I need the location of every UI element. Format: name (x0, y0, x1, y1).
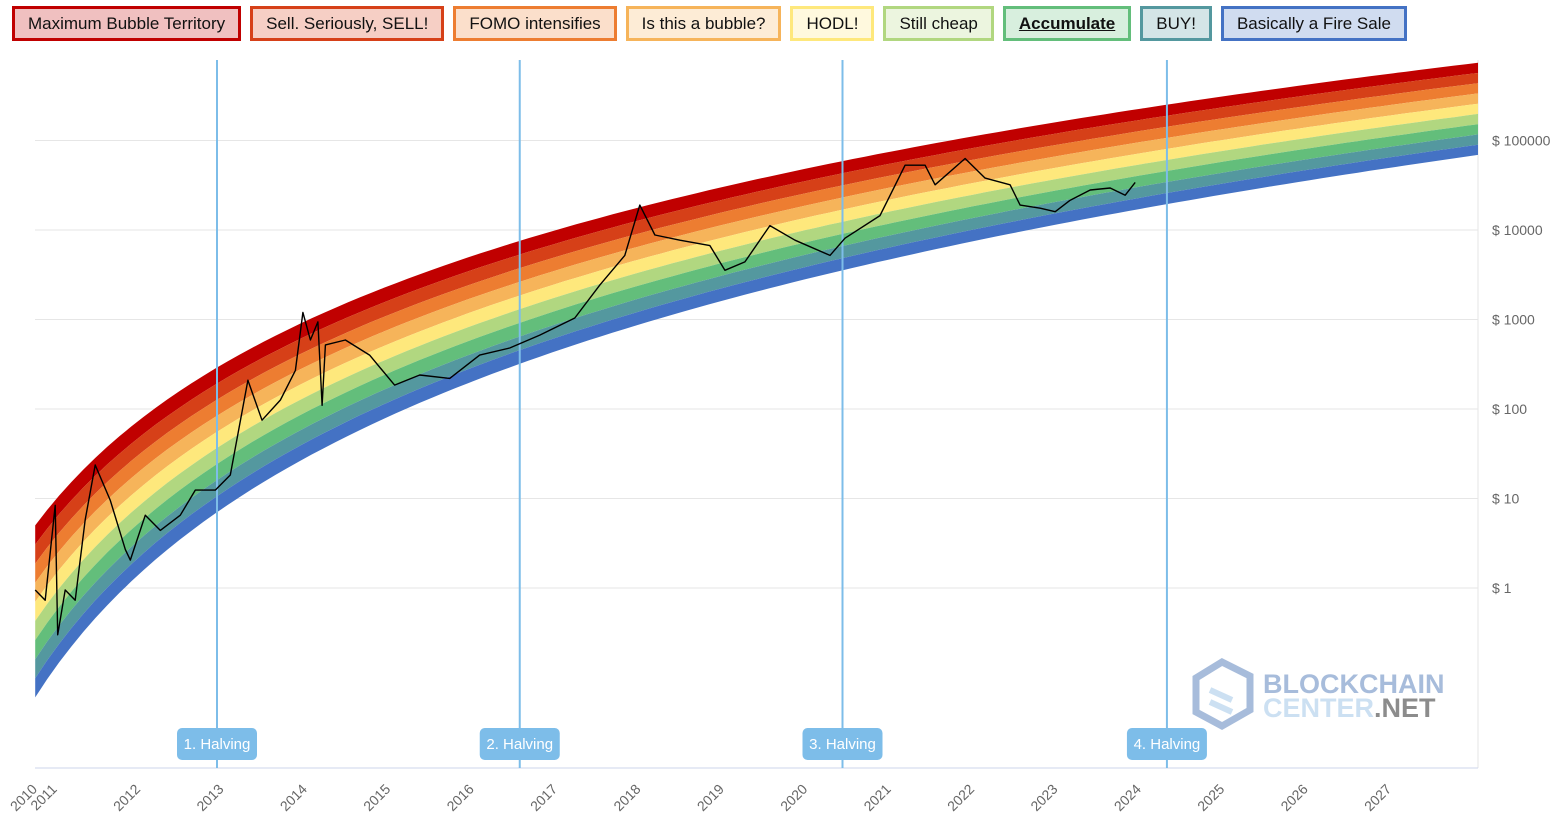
x-tick-label: 2026 (1277, 781, 1310, 814)
x-tick-label: 2024 (1111, 781, 1144, 814)
legend-item[interactable]: Sell. Seriously, SELL! (250, 6, 445, 41)
price-line (34, 157, 1136, 636)
x-tick-label: 2012 (110, 781, 143, 814)
y-tick-label: $ 1 (1492, 580, 1512, 596)
x-tick-label: 2018 (610, 781, 643, 814)
halving-label: 1. Halving (184, 736, 251, 753)
watermark-text: BLOCKCHAIN (1263, 669, 1445, 699)
legend-item[interactable]: FOMO intensifies (453, 6, 617, 41)
x-tick-label: 2013 (193, 781, 226, 814)
logo-cube-icon (1192, 657, 1254, 731)
x-tick-label: 2016 (443, 781, 476, 814)
x-tick-label: 2025 (1194, 781, 1227, 814)
halving-label: 4. Halving (1134, 736, 1201, 753)
legend-item[interactable]: Basically a Fire Sale (1220, 6, 1407, 41)
logo-cube-detail (1208, 687, 1234, 715)
legend-item[interactable]: Accumulate (1002, 6, 1132, 41)
x-tick-label: 2019 (694, 781, 727, 814)
x-tick-label: 2017 (527, 781, 560, 814)
halving-label-box (802, 728, 883, 760)
legend-item[interactable]: HODL! (790, 6, 875, 41)
y-tick-label: $ 10000 (1492, 222, 1543, 238)
y-tick-label: $ 10 (1492, 491, 1519, 507)
x-tick-label: 2021 (860, 781, 893, 814)
legend-item[interactable]: BUY! (1140, 6, 1212, 41)
halving-label-box (1126, 728, 1207, 760)
watermark-text: CENTER.NET (1263, 693, 1436, 723)
halving-label: 2. Halving (486, 736, 553, 753)
x-tick-label: 2027 (1361, 781, 1394, 814)
legend-item[interactable]: Is this a bubble? (625, 6, 782, 41)
x-tick-label: 2022 (944, 781, 977, 814)
halving-label-box (479, 728, 560, 760)
legend-item[interactable]: Still cheap (883, 6, 994, 41)
legend-item[interactable]: Maximum Bubble Territory (12, 6, 242, 41)
x-tick-label: 2020 (777, 781, 810, 814)
legend: Maximum Bubble Territory Sell. Seriously,… (12, 6, 1407, 41)
halving-label-box (177, 728, 257, 760)
x-tick-label: 2014 (277, 781, 310, 814)
y-tick-label: $ 100000 (1492, 133, 1551, 149)
x-tick-label: 2023 (1027, 781, 1060, 814)
y-tick-label: $ 1000 (1492, 312, 1535, 328)
halving-label: 3. Halving (809, 736, 876, 753)
x-tick-label: 2015 (360, 781, 393, 814)
y-tick-label: $ 100 (1492, 401, 1527, 417)
watermark-text-net: .NET (1374, 693, 1436, 723)
